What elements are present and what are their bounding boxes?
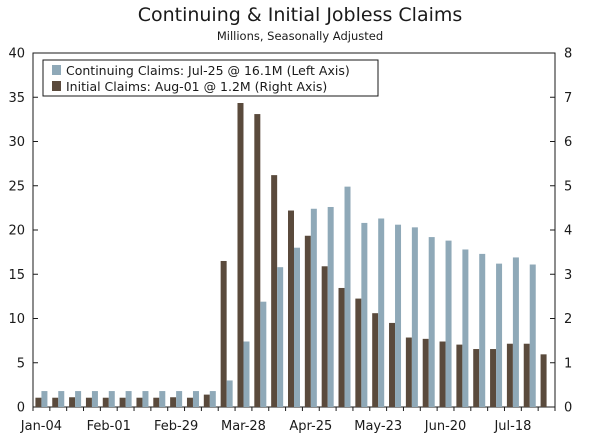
x-axis-tick-label: May-23 <box>354 419 402 434</box>
continuing-claims-bar <box>310 208 317 407</box>
initial-claims-bar <box>85 397 92 407</box>
right-axis-tick-label: 8 <box>564 47 572 62</box>
continuing-claims-bar <box>411 227 418 407</box>
initial-claims-bar <box>439 341 446 407</box>
initial-claims-bar <box>186 397 193 407</box>
legend: Continuing Claims: Jul-25 @ 16.1M (Left … <box>42 59 379 97</box>
continuing-claims-bar <box>445 240 452 407</box>
right-axis-tick-label: 7 <box>564 91 572 106</box>
x-axis-tick-label: Feb-01 <box>87 419 131 434</box>
initial-claims-bar <box>456 344 463 407</box>
continuing-claims-bar <box>209 391 216 407</box>
initial-claims-bar <box>35 397 42 407</box>
continuing-claims-bar <box>58 391 65 407</box>
continuing-claims-bar <box>512 257 519 407</box>
initial-claims-bar <box>389 322 396 407</box>
initial-claims-bar <box>422 338 429 407</box>
continuing-claims-bar <box>226 380 233 407</box>
initial-claims-bar <box>136 397 143 407</box>
continuing-claims-bar <box>125 391 132 407</box>
continuing-claims-bar <box>361 222 368 407</box>
x-axis-tick-label: Jul-18 <box>493 419 531 434</box>
initial-claims-bar <box>288 210 294 407</box>
initial-claims-bar <box>405 337 412 407</box>
initial-claims-bar <box>490 349 497 407</box>
legend-label-continuing: Continuing Claims: Jul-25 @ 16.1M (Left … <box>66 63 350 78</box>
initial-claims-bar <box>338 287 345 407</box>
continuing-claims-bar <box>91 391 98 407</box>
x-axis-tick-label: Jun-20 <box>424 419 467 434</box>
chart-title: Continuing & Initial Jobless Claims <box>137 4 463 26</box>
initial-claims-bar <box>203 394 210 407</box>
initial-claims-bar <box>271 175 278 407</box>
continuing-claims-bar <box>294 247 300 407</box>
continuing-claims-bar <box>192 391 199 407</box>
legend-box <box>42 59 379 97</box>
right-axis-tick-label: 2 <box>564 312 572 327</box>
continuing-claims-bar <box>243 341 250 407</box>
left-axis-tick-label: 5 <box>17 356 25 371</box>
legend-label-initial: Initial Claims: Aug-01 @ 1.2M (Right Axi… <box>66 79 327 94</box>
initial-claims-bar <box>321 266 328 407</box>
right-axis-tick-label: 3 <box>564 268 572 283</box>
continuing-claims-bar <box>108 391 115 407</box>
initial-claims-bar <box>523 343 530 407</box>
legend-swatch-continuing <box>52 65 61 75</box>
x-axis-tick-label: Jan-04 <box>20 419 62 434</box>
initial-claims-bar <box>254 114 261 407</box>
right-axis-tick-label: 1 <box>564 356 572 371</box>
x-axis-tick-label: Mar-28 <box>221 419 266 434</box>
left-axis-tick-label: 30 <box>8 135 25 150</box>
continuing-claims-bar <box>529 264 536 407</box>
left-axis-tick-label: 35 <box>8 91 25 106</box>
left-axis-tick-label: 20 <box>8 224 25 239</box>
initial-claims-bar <box>52 397 59 407</box>
continuing-claims-bar <box>41 391 48 407</box>
right-axis-tick-label: 6 <box>564 135 572 150</box>
chart-subtitle: Millions, Seasonally Adjusted <box>216 29 384 43</box>
continuing-claims-bar <box>395 224 402 407</box>
initial-claims-bar <box>540 354 547 407</box>
initial-claims-bar <box>102 397 109 407</box>
initial-claims-bar <box>304 235 311 407</box>
x-axis-tick-label: Feb-29 <box>154 419 198 434</box>
initial-claims-bar <box>119 397 126 407</box>
initial-claims-bar <box>153 397 160 407</box>
x-axis-tick-label: Apr-25 <box>289 419 332 434</box>
continuing-claims-bar <box>260 301 267 407</box>
continuing-claims-bar <box>496 263 503 407</box>
legend-swatch-initial <box>52 81 61 91</box>
continuing-claims-bar <box>462 249 469 407</box>
initial-claims-bar <box>220 260 227 407</box>
continuing-claims-bar <box>75 391 82 407</box>
left-axis-tick-label: 40 <box>8 47 25 62</box>
initial-claims-bar <box>355 298 362 407</box>
initial-claims-bar <box>237 103 244 407</box>
initial-claims-bar <box>506 343 513 407</box>
left-axis-tick-label: 25 <box>8 179 25 194</box>
continuing-claims-bar <box>176 391 183 407</box>
left-axis-tick-label: 10 <box>8 312 25 327</box>
continuing-claims-bar <box>277 267 284 407</box>
initial-claims-bar <box>473 349 480 407</box>
left-axis-tick-label: 15 <box>8 268 25 283</box>
continuing-claims-bar <box>479 253 486 407</box>
continuing-claims-bar <box>159 391 166 407</box>
continuing-claims-bar <box>378 218 385 407</box>
continuing-claims-bar <box>327 206 334 407</box>
left-axis-tick-label: 0 <box>17 401 25 416</box>
initial-claims-bar <box>372 313 379 407</box>
continuing-claims-bar <box>344 186 351 407</box>
right-axis-tick-label: 5 <box>564 179 572 194</box>
continuing-claims-bar <box>142 391 149 407</box>
right-axis-tick-label: 0 <box>564 401 572 416</box>
initial-claims-bar <box>69 397 76 407</box>
right-axis-tick-label: 4 <box>564 224 572 239</box>
initial-claims-bar <box>170 397 177 407</box>
continuing-claims-bar <box>428 237 435 407</box>
